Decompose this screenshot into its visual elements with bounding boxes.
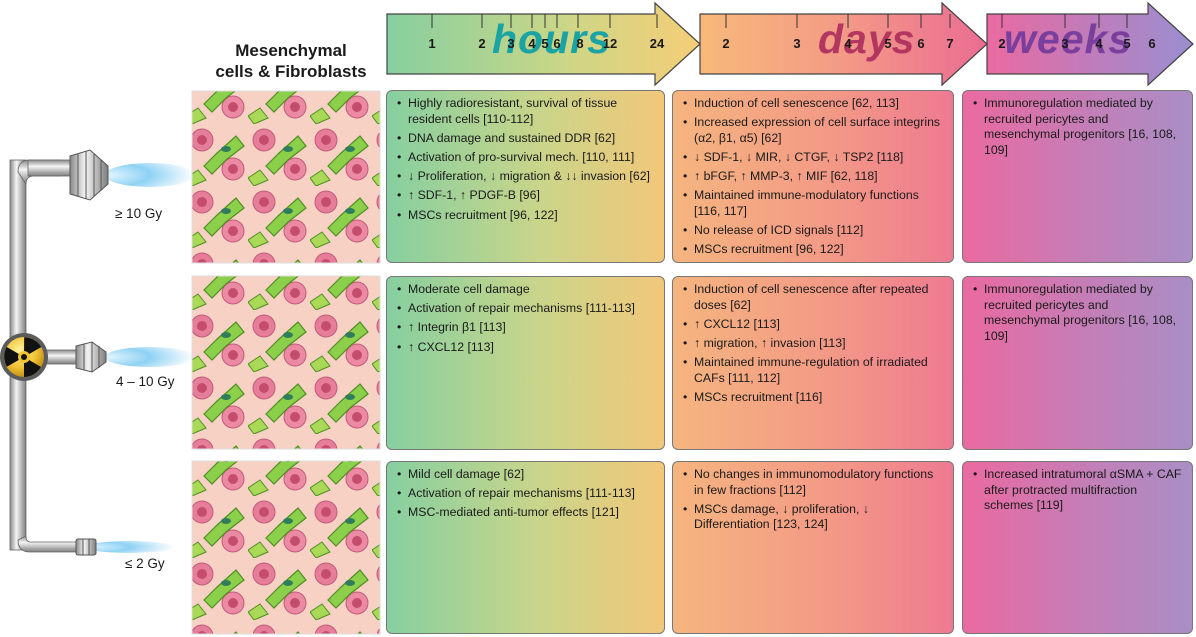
hours-label: hours — [492, 16, 611, 62]
list-item: Induction of cell senescence after repea… — [683, 282, 945, 313]
list-item: MSCs recruitment [96, 122] — [397, 208, 656, 224]
panel-low-hours: Mild cell damage [62] Activation of repa… — [386, 461, 665, 634]
list-item: ↑ CXCL12 [113] — [397, 340, 656, 356]
list-item: No changes in immunomodulatory functions… — [683, 467, 945, 498]
tick-hours-1: 1 — [428, 36, 436, 51]
tick-days-3: 3 — [793, 36, 801, 51]
dose-label-low: ≤ 2 Gy — [125, 556, 165, 571]
panel-mid-weeks: Immunoregulation mediated by recruited p… — [962, 276, 1193, 450]
list-item: MSC-mediated anti-tumor effects [121] — [397, 505, 656, 521]
list-item: No release of ICD signals [112] — [683, 223, 945, 239]
tick-days-4: 4 — [844, 36, 852, 51]
beam-mid — [105, 347, 195, 367]
list-item: Increased intratumoral αSMA + CAF after … — [973, 467, 1184, 514]
hours-arrow — [386, 1, 701, 87]
tick-hours-3: 3 — [507, 36, 515, 51]
list-item: ↑ migration, ↑ invasion [113] — [683, 336, 945, 352]
panel-mid-hours: Moderate cell damage Activation of repai… — [386, 276, 665, 450]
weeks-arrow — [986, 1, 1194, 87]
list-item: ↑ CXCL12 [113] — [683, 317, 945, 333]
panel-high-days: Induction of cell senescence [62, 113] I… — [672, 90, 954, 263]
cells-image-low — [191, 460, 381, 635]
days-arrow — [699, 1, 988, 87]
beam-high — [105, 163, 195, 187]
list-item: Increased expression of cell surface int… — [683, 115, 945, 146]
dose-label-mid: 4 – 10 Gy — [116, 374, 175, 389]
title-line-1: Mesenchymal — [235, 41, 347, 60]
list-item: Induction of cell senescence [62, 113] — [683, 96, 945, 112]
tick-weeks-4: 4 — [1095, 36, 1103, 51]
list-item: Immunoregulation mediated by recruited p… — [973, 96, 1184, 158]
list-item: Activation of repair mechanisms [111-113… — [397, 301, 656, 317]
list-item: MSCs damage, ↓ proliferation, ↓ Differen… — [683, 502, 945, 533]
tick-weeks-6: 6 — [1148, 36, 1156, 51]
list-item: MSCs recruitment [116] — [683, 390, 945, 406]
cells-image-high — [191, 90, 381, 264]
tick-weeks-3: 3 — [1061, 36, 1069, 51]
list-item: ↓ SDF-1, ↓ MIR, ↓ CTGF, ↓ TSP2 [118] — [683, 150, 945, 166]
weeks-label: weeks — [1004, 16, 1133, 62]
list-item: Maintained immune-modulatory functions [… — [683, 188, 945, 219]
tick-weeks-2: 2 — [998, 36, 1006, 51]
radiation-source-icon — [0, 333, 48, 381]
list-item: MSCs recruitment [96, 122] — [683, 242, 945, 258]
tick-hours-24: 24 — [649, 36, 665, 51]
panel-high-weeks: Immunoregulation mediated by recruited p… — [962, 90, 1193, 263]
list-item: DNA damage and sustained DDR [62] — [397, 131, 656, 147]
panel-high-hours: Highly radioresistant, survival of tissu… — [386, 90, 665, 263]
tick-days-7: 7 — [946, 36, 954, 51]
title-line-2: cells & Fibroblasts — [215, 62, 367, 81]
tick-days-6: 6 — [917, 36, 925, 51]
days-label: days — [818, 16, 916, 62]
tick-hours-8: 8 — [576, 36, 584, 51]
list-item: Moderate cell damage — [397, 282, 656, 298]
list-item: ↑ Integrin β1 [113] — [397, 320, 656, 336]
tick-hours-2: 2 — [478, 36, 486, 51]
tick-days-5: 5 — [884, 36, 892, 51]
tick-hours-4: 4 — [528, 36, 536, 51]
tick-hours-5: 5 — [541, 36, 549, 51]
panel-low-days: No changes in immunomodulatory functions… — [672, 461, 954, 634]
list-item: Highly radioresistant, survival of tissu… — [397, 96, 656, 127]
panel-low-weeks: Increased intratumoral αSMA + CAF after … — [962, 461, 1193, 634]
list-item: Immunoregulation mediated by recruited p… — [973, 282, 1184, 344]
beam-low — [85, 541, 175, 553]
list-item: Activation of pro-survival mech. [110, 1… — [397, 150, 656, 166]
dose-label-high: ≥ 10 Gy — [115, 206, 163, 221]
list-item: ↑ bFGF, ↑ MMP-3, ↑ MIF [62, 118] — [683, 169, 945, 185]
list-item: ↓ Proliferation, ↓ migration & ↓↓ invasi… — [397, 169, 656, 185]
cells-image-mid — [191, 275, 381, 450]
tick-hours-6: 6 — [553, 36, 561, 51]
tick-days-2: 2 — [722, 36, 730, 51]
tick-weeks-5: 5 — [1123, 36, 1131, 51]
list-item: Mild cell damage [62] — [397, 467, 656, 483]
list-item: Maintained immune-regulation of irradiat… — [683, 355, 945, 386]
page-title: Mesenchymal cells & Fibroblasts — [196, 40, 386, 82]
panel-mid-days: Induction of cell senescence after repea… — [672, 276, 954, 450]
timeline-arrows — [386, 1, 1194, 87]
tick-hours-12: 12 — [602, 36, 618, 51]
list-item: Activation of repair mechanisms [111-113… — [397, 486, 656, 502]
list-item: ↑ SDF-1, ↑ PDGF-B [96] — [397, 188, 656, 204]
